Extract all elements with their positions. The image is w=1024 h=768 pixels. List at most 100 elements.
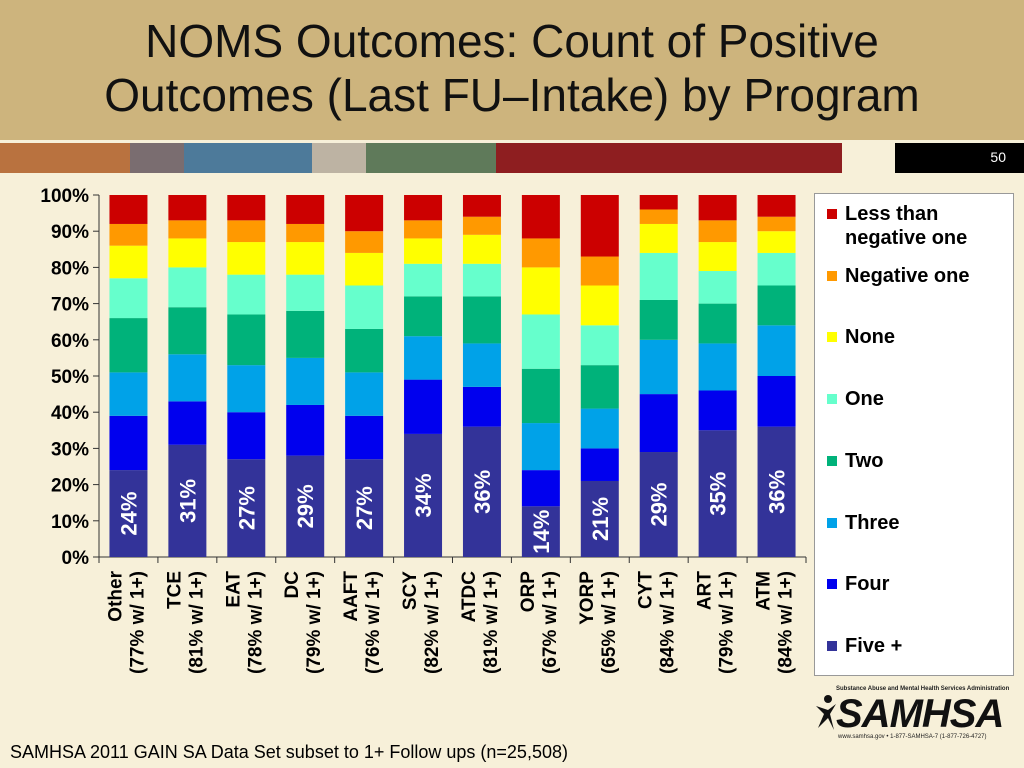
slide-number: 50	[990, 149, 1006, 165]
bar-segment	[345, 372, 384, 416]
bar-segment	[698, 303, 737, 344]
bar-segment	[462, 426, 501, 557]
bar-segment	[109, 415, 148, 471]
bar-segment	[462, 296, 501, 344]
bar-segment	[286, 242, 325, 275]
bar-segment	[698, 390, 737, 431]
data-label: 31%	[175, 479, 200, 523]
bar-segment	[757, 195, 796, 217]
bar-segment	[227, 274, 266, 315]
bar-segment	[521, 238, 560, 268]
bar-segment	[109, 278, 148, 319]
legend-label: Five +	[845, 635, 903, 657]
bar-segment	[404, 433, 443, 557]
bar-segment	[698, 271, 737, 304]
bar-segment	[227, 459, 266, 557]
legend-label: Negative one	[845, 265, 970, 287]
legend-label: Less than negative one	[845, 203, 968, 249]
x-tick-label: AAFT	[341, 571, 362, 622]
x-tick-label: SCY	[400, 571, 421, 610]
legend-swatch	[827, 394, 837, 404]
bar-segment	[286, 223, 325, 243]
y-tick-label: 30%	[51, 439, 89, 460]
logo-agency-text: Substance Abuse and Mental Health Servic…	[836, 686, 1010, 692]
bar-segment	[757, 252, 796, 286]
slide-number-box: 50	[895, 143, 1024, 173]
bar-segment	[227, 242, 266, 275]
bar-segment	[168, 307, 207, 355]
bar-segment	[109, 372, 148, 416]
y-tick-label: 40%	[51, 403, 89, 424]
y-tick-label: 10%	[51, 512, 89, 533]
stripe-segment	[130, 143, 184, 173]
x-tick-label: YORP	[577, 571, 598, 625]
bar-segment	[580, 365, 619, 409]
bar-segment	[286, 404, 325, 456]
y-tick-label: 100%	[40, 186, 89, 207]
bar-segment	[580, 480, 619, 557]
bar-segment	[286, 274, 325, 311]
slide-title: NOMS Outcomes: Count of Positive Outcome…	[0, 14, 1024, 122]
bar-segment	[462, 343, 501, 387]
bar-segment	[404, 238, 443, 264]
data-label: 29%	[293, 484, 318, 528]
y-tick-label: 60%	[51, 331, 89, 352]
bar-segment	[462, 263, 501, 297]
bar-segment	[345, 459, 384, 557]
data-label: 27%	[234, 486, 259, 530]
bar-segment	[109, 470, 148, 557]
slide-title-line2: Outcomes (Last FU–Intake) by Program	[104, 69, 920, 121]
bar-segment	[639, 339, 678, 395]
bar-segment	[404, 195, 443, 221]
legend-swatch	[827, 579, 837, 589]
logo-contact-text: www.samhsa.gov • 1-877-SAMHSA-7 (1-877-7…	[838, 734, 987, 740]
bar-segment	[286, 357, 325, 405]
bar-segment	[698, 430, 737, 557]
bar-segment	[286, 455, 325, 557]
legend-label: Three	[845, 512, 900, 534]
bar-segment	[345, 415, 384, 460]
x-tick-label: (81% w/ 1+)	[481, 571, 502, 674]
legend-label: Four	[845, 573, 890, 595]
title-band	[0, 0, 1024, 140]
bar-segment	[521, 423, 560, 471]
x-tick-label: (79% w/ 1+)	[717, 571, 738, 674]
bar-segment	[521, 267, 560, 315]
bar-segment	[462, 216, 501, 235]
bar-segment	[757, 285, 796, 326]
person-figure-icon	[816, 695, 836, 730]
bar-segment	[521, 506, 560, 557]
bar-segment	[698, 195, 737, 221]
bar-segment	[698, 220, 737, 243]
bar-segment	[404, 263, 443, 297]
bar-segment	[757, 216, 796, 232]
bar-segment	[345, 252, 384, 286]
stacked-bar-chart: 0% 10% 20% 30% 40% 50% 60% 70% 80% 90% 100% 24% Othe…	[40, 186, 807, 674]
bar-segment	[698, 242, 737, 272]
x-tick-label: (76% w/ 1+)	[363, 571, 384, 674]
bar-segment	[168, 444, 207, 557]
y-tick-label: 50%	[51, 367, 89, 388]
bar-segment	[168, 267, 207, 308]
data-label: 36%	[470, 470, 495, 514]
data-label: 34%	[411, 473, 436, 517]
bar-segment	[639, 394, 678, 453]
footer-note: SAMHSA 2011 GAIN SA Data Set subset to 1…	[10, 742, 568, 762]
bar-segment	[227, 365, 266, 413]
bar-segment	[639, 195, 678, 210]
data-label: 14%	[529, 510, 554, 554]
bar-segment	[227, 412, 266, 460]
bar-segment	[521, 470, 560, 507]
bar-segment	[757, 231, 796, 253]
x-tick-label: EAT	[223, 571, 244, 608]
x-tick-label: (78% w/ 1+)	[245, 571, 266, 674]
bar-segment	[462, 386, 501, 427]
bar-segment	[168, 238, 207, 268]
bar-segment	[580, 325, 619, 366]
x-tick-label: ATM	[754, 571, 775, 611]
bar-segment	[404, 296, 443, 337]
x-tick-label: (84% w/ 1+)	[658, 571, 679, 674]
legend-swatch	[827, 271, 837, 281]
data-label: 35%	[706, 472, 731, 516]
bar-segment	[462, 234, 501, 264]
